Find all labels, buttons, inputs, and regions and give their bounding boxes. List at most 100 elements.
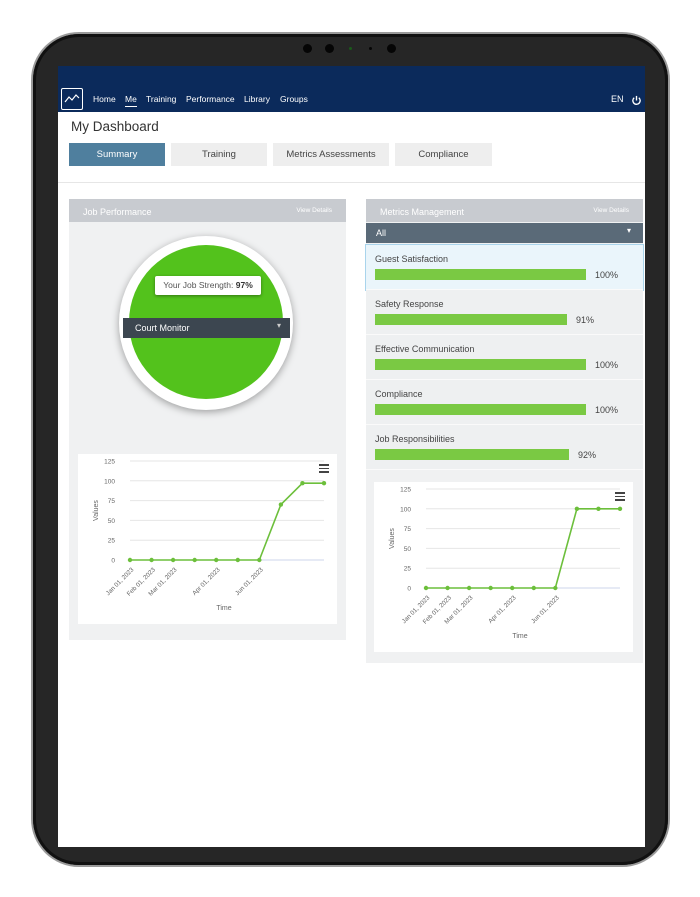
- x-tick-label: Apr 01, 2023: [487, 594, 518, 625]
- y-tick-label: 25: [404, 566, 412, 573]
- x-tick-label: Apr 01, 2023: [191, 566, 222, 597]
- sensor-dot: [349, 47, 352, 50]
- y-tick-label: 125: [104, 459, 115, 466]
- card-header: Job Performance View Details: [69, 199, 346, 222]
- x-tick-label: Jun 01, 2023: [234, 566, 265, 597]
- data-point: [466, 585, 472, 591]
- data-point: [149, 557, 154, 563]
- metric-percent: 92%: [578, 450, 597, 460]
- logo-icon[interactable]: [61, 88, 83, 110]
- nav-training[interactable]: Training: [146, 94, 177, 104]
- data-point: [596, 506, 601, 511]
- metric-percent: 91%: [576, 315, 595, 325]
- job-performance-chart: 0 25 50 75 100 125 Jan 01, 2023 Feb 01, 2023 Mar…: [78, 454, 337, 624]
- metric-label: Job Responsibilities: [375, 434, 455, 444]
- x-axis-label: Time: [216, 605, 231, 612]
- data-point: [531, 585, 536, 591]
- y-tick-label: 0: [407, 586, 411, 593]
- metric-row[interactable]: Effective Communication 100%: [366, 335, 643, 380]
- camera-dot: [387, 44, 396, 53]
- data-point: [321, 480, 327, 486]
- metric-progress-bar: [375, 449, 569, 460]
- top-nav: Home Me Training Performance Library Gro…: [58, 66, 645, 112]
- strength-label: Your Job Strength:: [163, 280, 234, 290]
- metric-label: Compliance: [375, 389, 423, 399]
- data-point: [488, 585, 493, 591]
- metric-row[interactable]: Compliance 100%: [366, 380, 643, 425]
- card-header: Metrics Management View Details: [366, 199, 643, 222]
- role-select[interactable]: Court Monitor ▾: [123, 318, 290, 338]
- chart-menu-icon[interactable]: [319, 464, 329, 475]
- job-performance-card: Job Performance View Details 0 25 50 75 100 1…: [69, 199, 346, 640]
- tab-metrics-assessments[interactable]: Metrics Assessments: [273, 143, 389, 166]
- metric-filter-select[interactable]: All ▾: [366, 223, 643, 243]
- language-selector[interactable]: EN: [611, 94, 624, 104]
- chart-menu-icon[interactable]: [615, 492, 625, 503]
- power-icon[interactable]: [631, 93, 642, 111]
- data-point: [127, 557, 133, 563]
- metric-label: Safety Response: [375, 299, 444, 309]
- view-details-link[interactable]: View Details: [296, 207, 332, 214]
- view-details-link[interactable]: View Details: [593, 207, 629, 214]
- data-point: [257, 557, 262, 563]
- page-title: My Dashboard: [71, 119, 159, 134]
- metric-row[interactable]: Safety Response 91%: [366, 290, 643, 335]
- metric-label: Effective Communication: [375, 344, 475, 354]
- y-tick-label: 125: [400, 487, 411, 494]
- metric-row[interactable]: Guest Satisfaction 100%: [366, 245, 643, 290]
- data-point: [510, 585, 515, 591]
- data-point: [617, 506, 623, 511]
- nav-me[interactable]: Me: [125, 94, 137, 107]
- metric-progress-bar: [375, 314, 567, 325]
- data-point: [214, 557, 219, 563]
- nav-performance[interactable]: Performance: [186, 94, 235, 104]
- data-point: [170, 557, 176, 563]
- metric-progress-bar: [375, 269, 586, 280]
- chevron-down-icon: ▾: [276, 321, 281, 330]
- metrics-chart: 0 25 50 75 100 125 Jan 01, 2023 Feb 01, 2023 Mar…: [374, 482, 633, 652]
- metric-percent: 100%: [595, 360, 619, 370]
- tab-summary[interactable]: Summary: [69, 143, 165, 166]
- card-title: Job Performance: [83, 207, 152, 217]
- job-strength-tooltip: Your Job Strength: 97%: [155, 276, 261, 295]
- y-axis-label: Values: [389, 528, 396, 549]
- nav-home[interactable]: Home: [93, 94, 116, 104]
- data-point: [278, 502, 284, 507]
- metric-progress-bar: [375, 404, 586, 415]
- metrics-management-card: Metrics Management View Details All ▾ Gu…: [366, 199, 643, 663]
- divider: [58, 182, 645, 183]
- y-tick-label: 50: [404, 546, 412, 553]
- metric-row[interactable]: Job Responsibilities 92%: [366, 425, 643, 470]
- y-tick-label: 25: [108, 538, 116, 545]
- y-tick-label: 100: [400, 506, 411, 513]
- chevron-down-icon: ▾: [626, 226, 631, 235]
- y-axis-label: Values: [93, 500, 100, 521]
- app-screen: Home Me Training Performance Library Gro…: [58, 66, 645, 847]
- role-value: Court Monitor: [135, 323, 190, 333]
- metric-percent: 100%: [595, 405, 619, 415]
- data-point: [192, 557, 197, 563]
- filter-value: All: [376, 228, 387, 238]
- metric-progress-bar: [375, 359, 586, 370]
- sensor-dot: [369, 47, 372, 50]
- y-tick-label: 75: [404, 526, 412, 533]
- x-axis-label: Time: [512, 633, 527, 640]
- x-tick-label: Jun 01, 2023: [530, 594, 561, 625]
- metric-percent: 100%: [595, 270, 619, 280]
- y-tick-label: 50: [108, 518, 116, 525]
- tab-training[interactable]: Training: [171, 143, 267, 166]
- data-point: [574, 506, 580, 511]
- card-title: Metrics Management: [380, 207, 465, 217]
- camera-dot: [303, 44, 312, 53]
- data-point: [553, 585, 558, 591]
- strength-value: 97%: [235, 280, 253, 290]
- series-line: [130, 482, 324, 561]
- nav-library[interactable]: Library: [244, 94, 270, 104]
- data-point: [423, 585, 429, 591]
- data-point: [300, 480, 305, 486]
- tab-compliance[interactable]: Compliance: [395, 143, 492, 166]
- data-point: [445, 585, 450, 591]
- nav-groups[interactable]: Groups: [280, 94, 308, 104]
